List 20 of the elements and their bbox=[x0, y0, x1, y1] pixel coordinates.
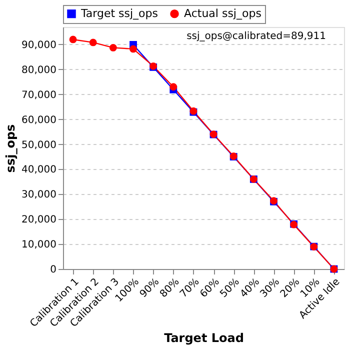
y-axis-title: ssj_ops bbox=[4, 124, 18, 173]
y-tick-label: 10,000 bbox=[22, 240, 56, 251]
y-tick-label: 80,000 bbox=[22, 64, 56, 76]
y-tick-label: 50,000 bbox=[22, 140, 56, 151]
y-tick-label: 70,000 bbox=[22, 90, 56, 101]
y-tick-label: 40,000 bbox=[22, 164, 56, 176]
y-tick-label: 0 bbox=[50, 264, 56, 276]
point bbox=[69, 36, 77, 44]
legend-label: Actual ssj_ops bbox=[184, 6, 262, 20]
y-tick-label: 90,000 bbox=[22, 40, 56, 51]
y-tick-label: 20,000 bbox=[22, 214, 56, 226]
x-axis-title: Target Load bbox=[164, 330, 244, 345]
annotation: ssj_ops@calibrated=89,911 bbox=[186, 31, 326, 42]
point bbox=[130, 45, 137, 53]
point bbox=[170, 83, 178, 91]
y-tick-label: 60,000 bbox=[22, 114, 56, 126]
point bbox=[109, 44, 117, 52]
point bbox=[89, 38, 97, 46]
y-tick-label: 30,000 bbox=[22, 190, 56, 201]
legend-label: Target ssj_ops bbox=[80, 6, 158, 20]
